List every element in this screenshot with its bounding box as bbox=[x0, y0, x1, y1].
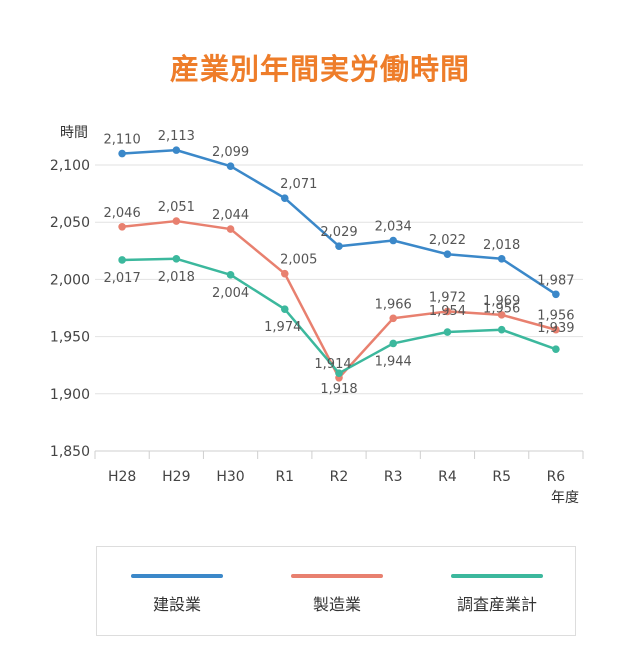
data-label: 1,914 bbox=[314, 357, 351, 372]
x-tick-label: R1 bbox=[275, 469, 294, 485]
y-tick-label: 1,850 bbox=[50, 444, 90, 460]
x-tick-label: H28 bbox=[108, 469, 136, 485]
data-label: 1,969 bbox=[483, 294, 520, 309]
legend: 建設業 製造業 調査産業計 bbox=[96, 546, 576, 636]
data-point bbox=[118, 256, 126, 264]
data-label: 2,018 bbox=[483, 238, 520, 253]
data-point bbox=[443, 328, 452, 336]
data-point bbox=[497, 325, 506, 334]
x-tick-label: R5 bbox=[492, 469, 511, 485]
legend-item: 調査産業計 bbox=[417, 547, 577, 635]
axes: 1,850 1,900 1,950 2,000 2,050 2,100 H28 H29 H30 R… bbox=[50, 158, 584, 485]
data-point bbox=[552, 290, 560, 299]
data-label: 1,944 bbox=[375, 354, 412, 369]
data-label: 1,966 bbox=[375, 297, 412, 312]
data-point bbox=[280, 305, 289, 313]
data-label: 1,974 bbox=[264, 320, 301, 335]
data-label: 1,954 bbox=[429, 304, 466, 319]
data-point bbox=[226, 225, 235, 233]
data-point bbox=[226, 162, 235, 170]
legend-item: 建設業 bbox=[97, 547, 257, 635]
data-point bbox=[389, 236, 398, 245]
data-point bbox=[497, 255, 506, 263]
data-label: 1,987 bbox=[537, 273, 574, 288]
data-label: 2,029 bbox=[320, 225, 357, 240]
legend-label: 調査産業計 bbox=[456, 595, 537, 614]
data-point bbox=[172, 255, 181, 263]
data-label: 2,005 bbox=[280, 253, 317, 268]
data-label: 1,972 bbox=[429, 290, 466, 305]
x-axis-label: 年度 bbox=[551, 490, 579, 506]
data-label: 1,918 bbox=[320, 382, 357, 397]
data-point bbox=[172, 217, 181, 225]
data-labels: 2,110 2,113 2,099 2,071 2,029 2,034 2,022 2,018… bbox=[104, 129, 575, 397]
data-point bbox=[335, 369, 343, 378]
data-label: 2,051 bbox=[158, 200, 195, 215]
data-label: 1,939 bbox=[537, 321, 574, 336]
legend-swatch bbox=[131, 574, 223, 578]
data-point bbox=[226, 271, 235, 279]
y-tick-label: 1,900 bbox=[50, 387, 90, 403]
data-label: 2,099 bbox=[212, 145, 249, 160]
chart-title: 産業別年間実労働時間 bbox=[169, 52, 470, 86]
x-tick-label: R6 bbox=[547, 469, 566, 485]
data-point bbox=[335, 242, 343, 251]
data-point bbox=[497, 311, 506, 319]
y-tick-label: 1,950 bbox=[50, 330, 90, 346]
data-point bbox=[280, 269, 289, 278]
data-point bbox=[389, 339, 398, 348]
data-label: 2,004 bbox=[212, 286, 249, 301]
data-point bbox=[443, 307, 452, 316]
data-label: 2,110 bbox=[104, 133, 141, 148]
data-point bbox=[443, 250, 452, 259]
data-point bbox=[552, 325, 560, 334]
data-point bbox=[118, 222, 126, 231]
x-tick-label: H30 bbox=[216, 469, 244, 485]
data-point bbox=[118, 149, 126, 158]
series-group bbox=[118, 146, 560, 382]
data-label: 1,956 bbox=[483, 302, 520, 317]
data-label: 2,071 bbox=[280, 177, 317, 192]
data-label: 2,046 bbox=[104, 206, 141, 221]
data-label: 1,956 bbox=[537, 309, 574, 324]
data-point bbox=[389, 314, 398, 323]
data-point bbox=[172, 146, 181, 154]
data-point bbox=[280, 194, 289, 202]
legend-label: 製造業 bbox=[312, 595, 361, 614]
data-label: 2,017 bbox=[104, 271, 141, 286]
legend-swatch bbox=[291, 574, 383, 578]
y-tick-label: 2,000 bbox=[50, 272, 90, 288]
data-label: 2,044 bbox=[212, 208, 249, 223]
legend-label: 建設業 bbox=[152, 595, 201, 614]
y-axis-label: 時間 bbox=[60, 125, 88, 141]
data-label: 2,034 bbox=[375, 220, 412, 235]
x-tick-label: R2 bbox=[330, 469, 349, 485]
data-label: 2,018 bbox=[158, 270, 195, 285]
y-tick-label: 2,100 bbox=[50, 158, 90, 174]
x-tick-label: R4 bbox=[438, 469, 457, 485]
data-label: 2,022 bbox=[429, 233, 466, 248]
y-tick-label: 2,050 bbox=[50, 215, 90, 231]
x-tick-label: H29 bbox=[162, 469, 190, 485]
legend-swatch bbox=[451, 574, 543, 578]
data-label: 2,113 bbox=[158, 129, 195, 144]
legend-item: 製造業 bbox=[257, 547, 417, 635]
x-tick-label: R3 bbox=[384, 469, 403, 485]
data-point bbox=[552, 345, 560, 353]
